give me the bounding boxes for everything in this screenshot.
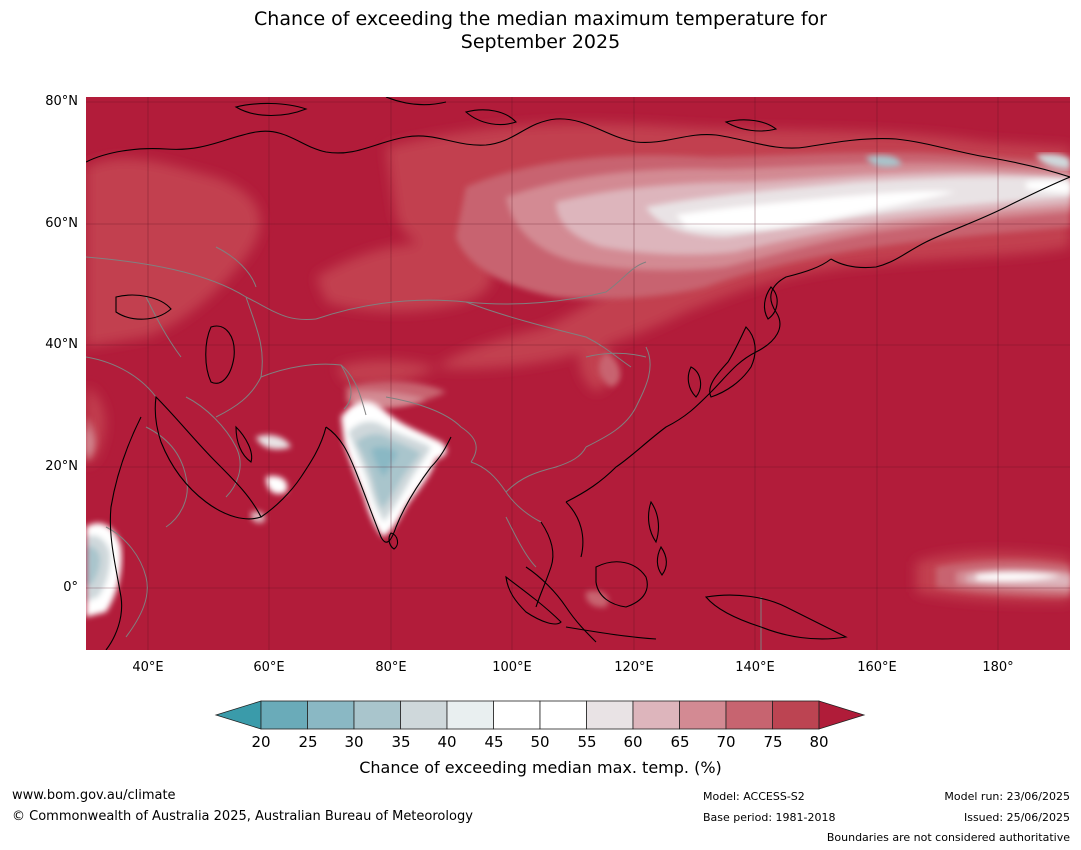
colorbar-segments — [214, 700, 866, 730]
colorbar-segment — [307, 700, 355, 730]
boundaries-disclaimer: Boundaries are not considered authoritat… — [826, 831, 1070, 844]
longitude-label-160e: 160°E — [857, 660, 897, 675]
longitude-label-140e: 140°E — [735, 660, 775, 675]
copyright-text: © Commonwealth of Australia 2025, Austra… — [12, 809, 473, 824]
colorbar — [214, 700, 866, 730]
colorbar-label: Chance of exceeding median max. temp. (%… — [359, 758, 722, 777]
colorbar-segment — [260, 700, 308, 730]
graticule — [86, 97, 1070, 650]
colorbar-tick-40: 40 — [437, 733, 457, 751]
colorbar-segment — [446, 700, 494, 730]
colorbar-segment — [493, 700, 541, 730]
longitude-label-80e: 80°E — [375, 660, 407, 675]
colorbar-segment — [353, 700, 401, 730]
colorbar-tick-60: 60 — [623, 733, 643, 751]
colorbar-segment — [400, 700, 448, 730]
colorbar-upper-extend — [818, 700, 866, 730]
colorbar-segment — [632, 700, 680, 730]
temperature-probability-map — [86, 97, 1070, 650]
colorbar-tick-30: 30 — [344, 733, 364, 751]
latitude-label-80n: 80°N — [45, 94, 78, 109]
longitude-label-120e: 120°E — [614, 660, 654, 675]
country-borders — [86, 246, 762, 650]
colorbar-segment — [539, 700, 587, 730]
title-line-2: September 2025 — [460, 31, 621, 53]
longitude-label-40e: 40°E — [132, 660, 164, 675]
model-run-date: Model run: 23/06/2025 — [944, 790, 1070, 803]
latitude-label-equator: 0° — [63, 580, 78, 595]
colorbar-segment — [586, 700, 634, 730]
colorbar-segment — [772, 700, 820, 730]
colorbar-tick-75: 75 — [763, 733, 783, 751]
colorbar-tick-45: 45 — [484, 733, 504, 751]
map-title: Chance of exceeding the median maximum t… — [0, 8, 1081, 54]
colorbar-segment — [679, 700, 727, 730]
colorbar-segment — [725, 700, 773, 730]
coastlines — [86, 97, 1070, 650]
colorbar-tick-25: 25 — [298, 733, 318, 751]
colorbar-tick-50: 50 — [530, 733, 550, 751]
title-line-1: Chance of exceeding the median maximum t… — [254, 8, 827, 30]
latitude-label-20n: 20°N — [45, 459, 78, 474]
colorbar-tick-55: 55 — [577, 733, 597, 751]
issued-date: Issued: 25/06/2025 — [963, 811, 1070, 824]
colorbar-tick-65: 65 — [670, 733, 690, 751]
longitude-label-60e: 60°E — [253, 660, 285, 675]
colorbar-tick-20: 20 — [251, 733, 271, 751]
colorbar-tick-80: 80 — [809, 733, 829, 751]
pacific-cool-pocket — [866, 153, 1070, 169]
colorbar-tick-35: 35 — [391, 733, 411, 751]
base-period: Base period: 1981-2018 — [703, 811, 836, 824]
arabian-sea-anomaly — [250, 435, 291, 523]
longitude-label-100e: 100°E — [492, 660, 532, 675]
colorbar-tick-70: 70 — [716, 733, 736, 751]
colorbar-lower-extend — [214, 700, 262, 730]
website-link[interactable]: www.bom.gov.au/climate — [12, 788, 176, 803]
latitude-label-60n: 60°N — [45, 216, 78, 231]
latitude-label-40n: 40°N — [45, 337, 78, 352]
model-name: Model: ACCESS-S2 — [703, 790, 805, 803]
longitude-label-180: 180° — [982, 660, 1014, 675]
